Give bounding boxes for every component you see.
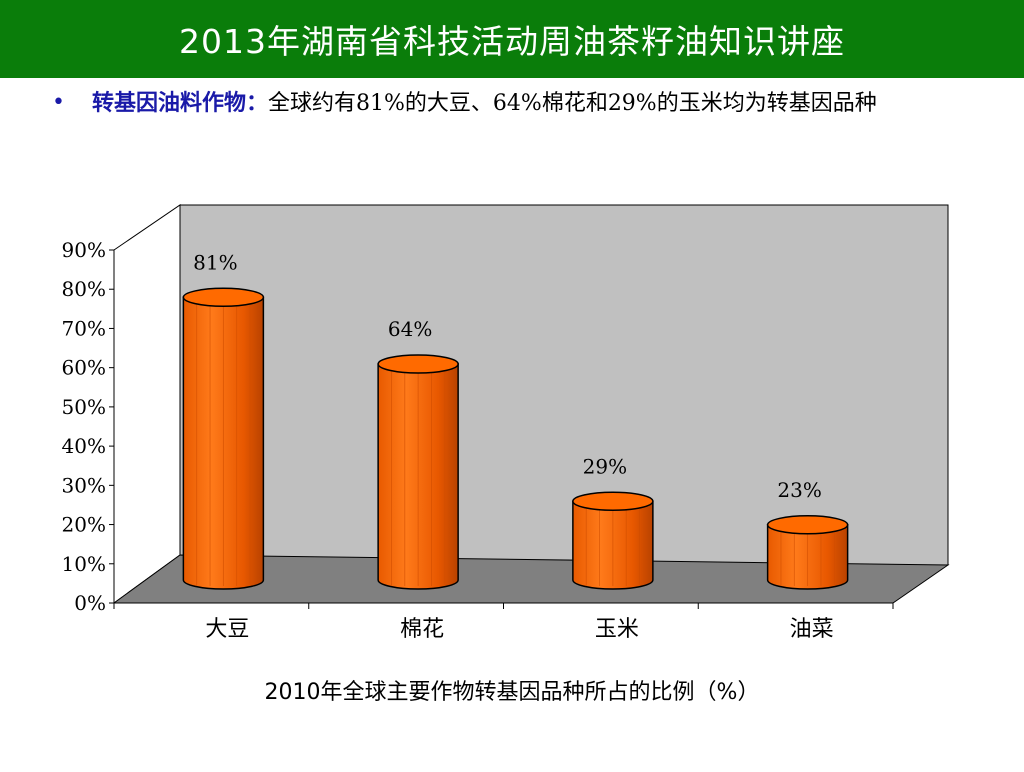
data-label: 64%	[388, 317, 432, 341]
bullet-body: 全球约有81%的大豆、64%棉花和29%的玉米均为转基因品种	[268, 91, 877, 116]
bar-top-2	[377, 354, 459, 374]
chart-side-wall	[113, 204, 181, 604]
y-tick-label: 50%	[62, 395, 106, 419]
slide-title: 2013年湖南省科技活动周油茶籽油知识讲座	[179, 22, 845, 61]
y-tick-label: 80%	[62, 277, 106, 301]
chart-back-wall	[179, 204, 949, 566]
y-tick-label: 70%	[62, 316, 106, 340]
bar-top-1	[182, 287, 265, 308]
x-tick-label: 棉花	[400, 617, 444, 642]
data-label: 23%	[777, 478, 821, 502]
chart-title: 2010年全球主要作物转基因品种所占的比例（%）	[264, 680, 760, 705]
bar-top-4	[766, 515, 849, 535]
x-tick-label: 大豆	[205, 617, 249, 642]
x-tick-label: 玉米	[595, 617, 639, 642]
bullet-dot-icon: •	[52, 90, 65, 115]
y-tick-label: 40%	[62, 434, 106, 458]
y-tick-label: 0%	[74, 591, 106, 615]
x-tick-label: 油菜	[790, 617, 834, 642]
bullet-point: • 转基因油料作物：全球约有81%的大豆、64%棉花和29%的玉米均为转基因品种	[52, 88, 972, 119]
bullet-keyword: 转基因油料作物：	[92, 90, 269, 116]
y-tick-label: 90%	[62, 238, 106, 262]
data-label: 29%	[583, 454, 627, 478]
y-tick-label: 30%	[62, 473, 106, 497]
header-bar: 2013年湖南省科技活动周油茶籽油知识讲座	[0, 0, 1024, 80]
data-label: 81%	[193, 250, 237, 274]
y-tick-label: 10%	[62, 552, 106, 576]
bullet-paragraph: 转基因油料作物：全球约有81%的大豆、64%棉花和29%的玉米均为转基因品种	[92, 88, 972, 119]
bar-top-3	[572, 491, 654, 512]
y-tick-label: 60%	[62, 356, 106, 380]
y-tick-label: 20%	[62, 513, 106, 537]
